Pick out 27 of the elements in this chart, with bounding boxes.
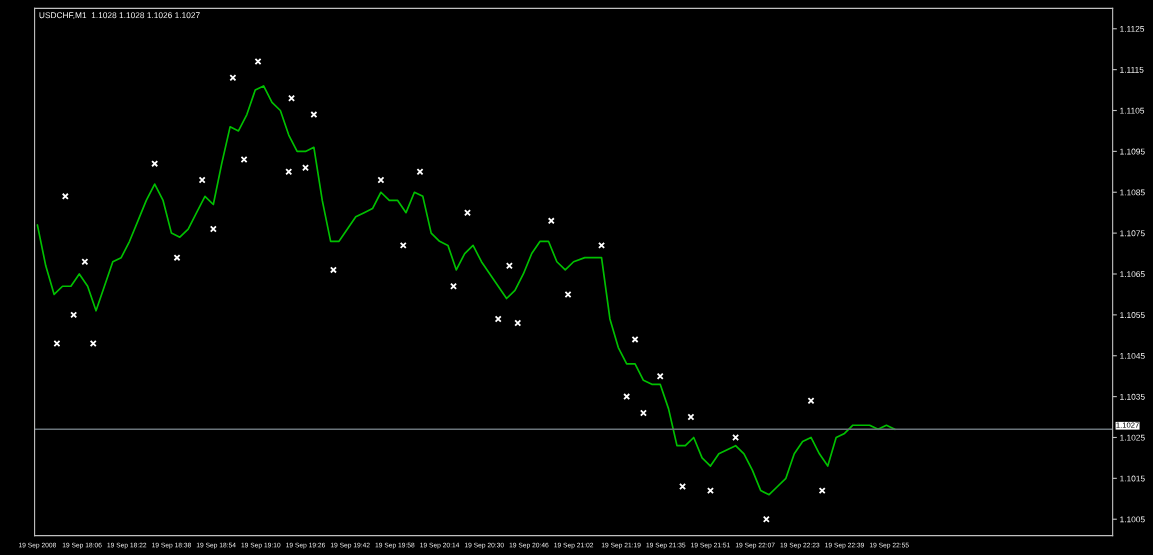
y-tick-label: 1.1045: [1120, 352, 1145, 359]
point: [416, 168, 424, 176]
y-tick-label: 1.1015: [1120, 475, 1145, 482]
y-tick-label: 1.1005: [1120, 516, 1145, 523]
chart-title: USDCHF,M1 1.1028 1.1028 1.1026 1.1027: [39, 12, 200, 20]
y-tick-label: 1.1085: [1120, 189, 1145, 196]
y-tick-label: 1.1125: [1120, 25, 1145, 32]
y-tick-label: 1.1075: [1120, 230, 1145, 237]
point: [450, 282, 458, 290]
y-tick-label: 1.1115: [1120, 66, 1144, 73]
point: [198, 176, 206, 184]
y-tick-label: 1.1025: [1120, 434, 1145, 441]
point: [377, 176, 385, 184]
point: [679, 483, 687, 491]
point: [463, 209, 471, 217]
point: [732, 433, 740, 441]
y-tick-label: 1.1055: [1120, 312, 1145, 318]
point: [494, 315, 502, 323]
point: [301, 164, 310, 172]
point: [706, 487, 714, 495]
y-tick-label: 1.1035: [1120, 393, 1145, 400]
y-tick-label: 1.1105: [1120, 107, 1145, 114]
point: [687, 413, 695, 421]
y-tick-label: 1.1095: [1120, 148, 1145, 155]
line-series: [36, 85, 896, 496]
point: [598, 241, 606, 249]
y-tick-label: 1.1065: [1120, 271, 1145, 278]
